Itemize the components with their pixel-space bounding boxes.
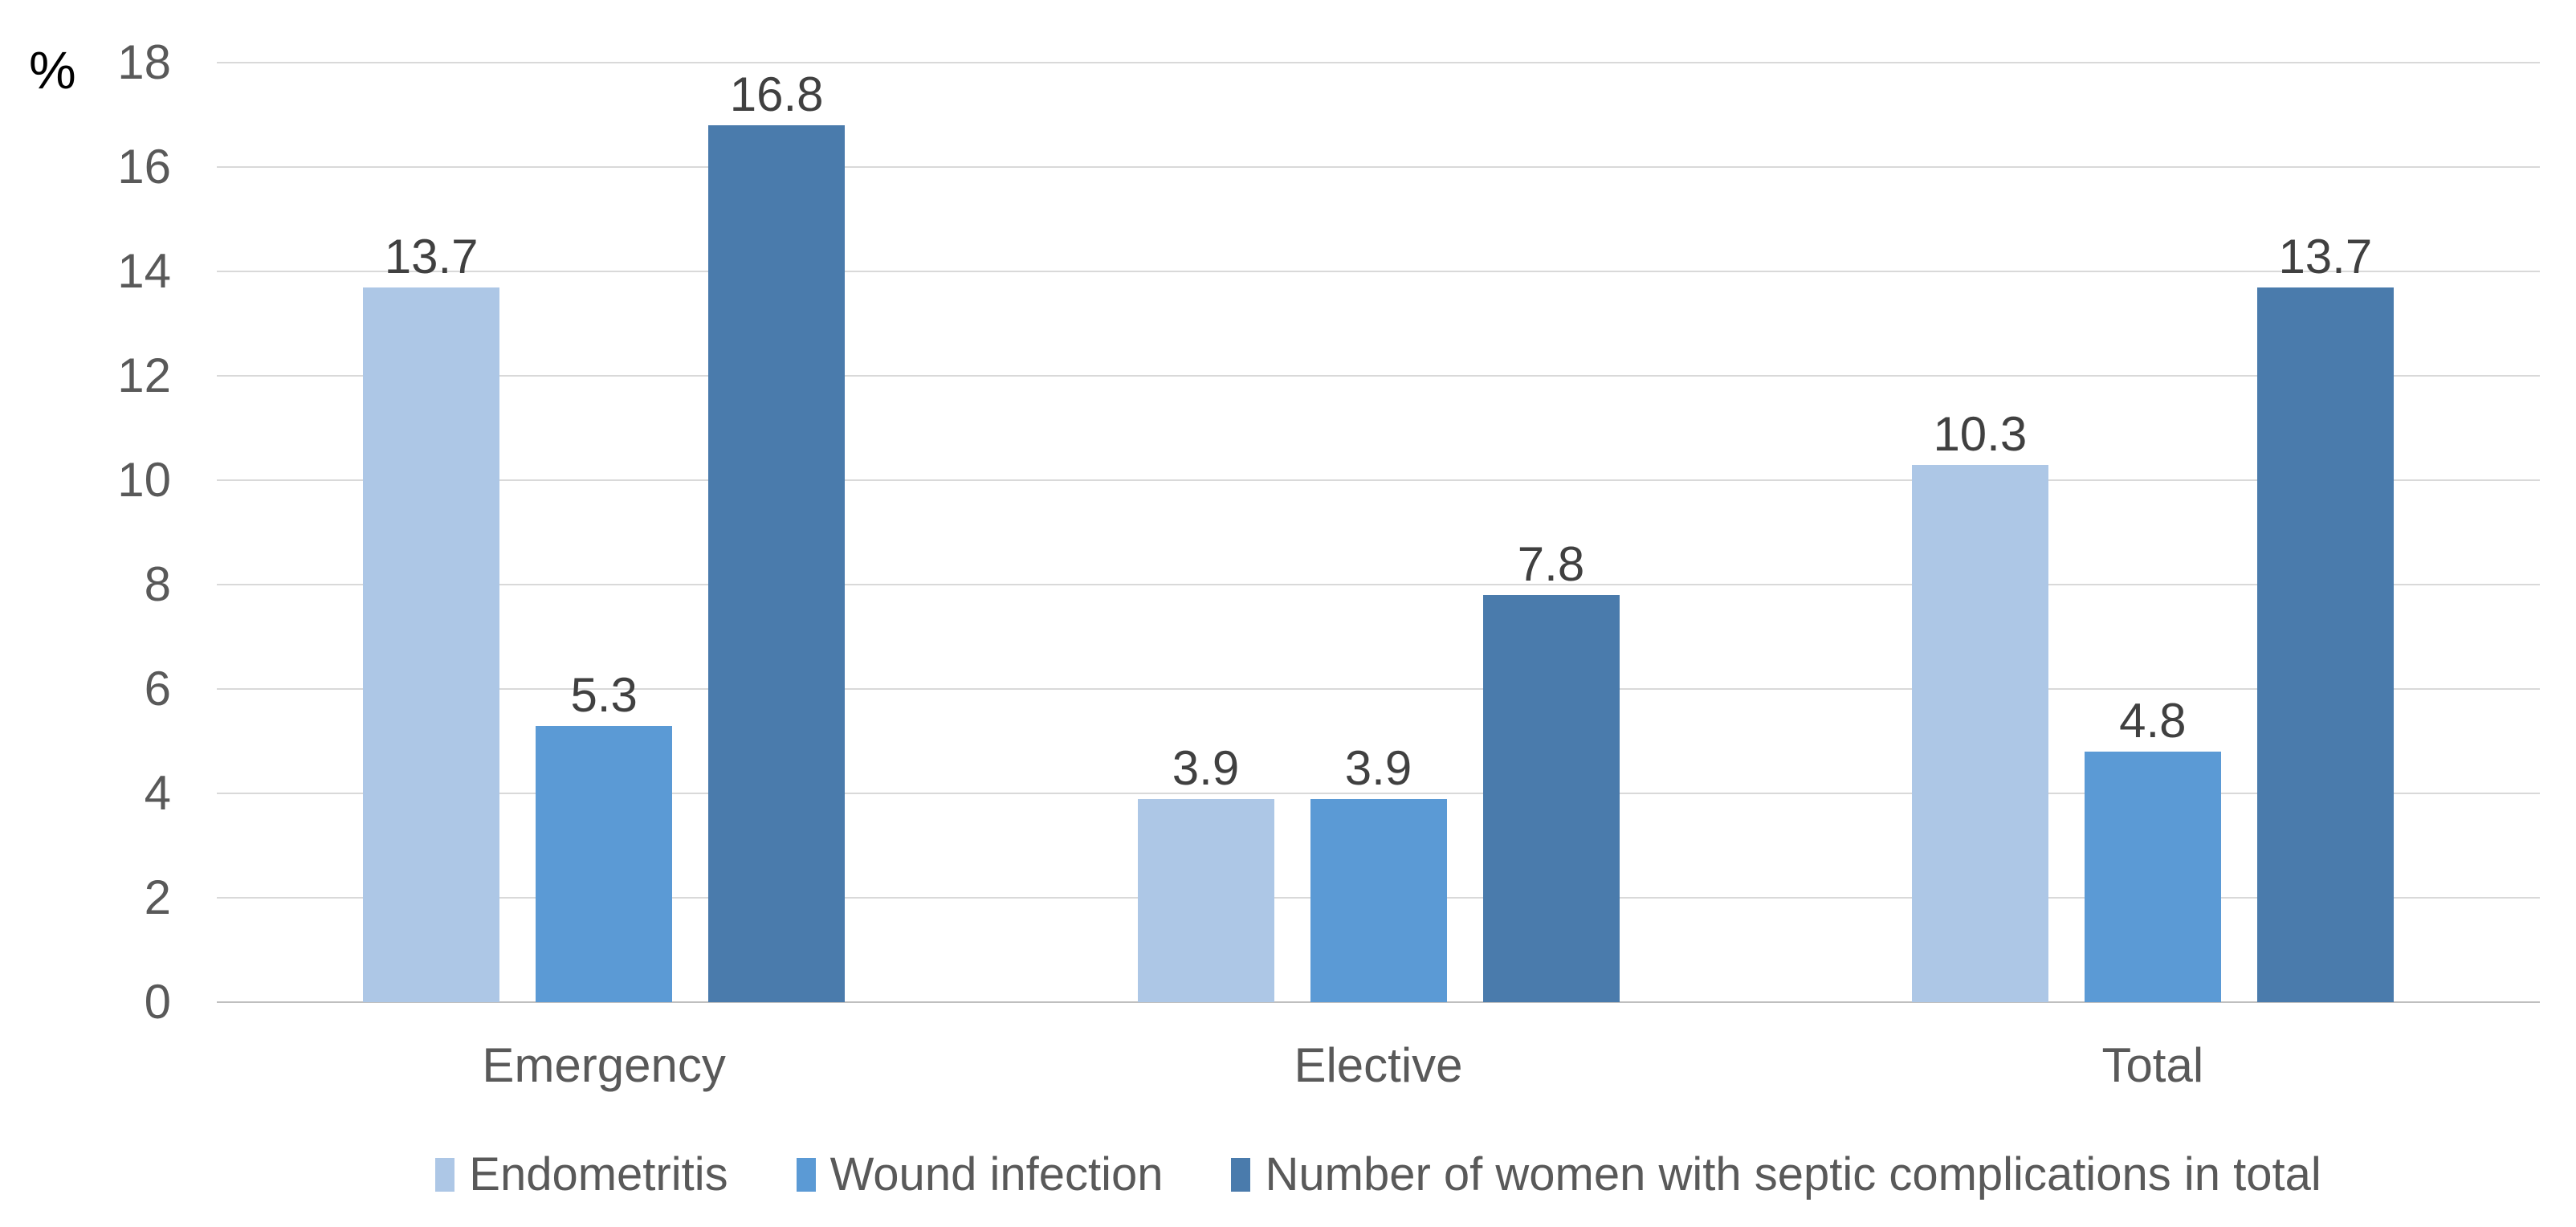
y-tick-label: 18 bbox=[117, 35, 171, 89]
bar-elective-endometritis bbox=[1137, 798, 1274, 1002]
bar-total-septic-complications-total bbox=[2256, 287, 2394, 1002]
gridline bbox=[217, 793, 2540, 794]
y-axis-unit-label: % bbox=[29, 40, 76, 100]
y-tick-label: 8 bbox=[144, 557, 171, 611]
bar-value-label-emergency-septic-complications-total: 16.8 bbox=[729, 67, 824, 121]
bar-elective-septic-complications-total bbox=[1482, 595, 1620, 1002]
gridline bbox=[217, 584, 2540, 585]
bar-total-endometritis bbox=[1911, 464, 2048, 1002]
gridline bbox=[217, 479, 2540, 481]
bar-value-label-elective-endometritis: 3.9 bbox=[1172, 740, 1240, 795]
legend-item-wound-infection: Wound infection bbox=[796, 1148, 1164, 1202]
y-tick-label: 14 bbox=[117, 244, 171, 298]
gridline bbox=[217, 62, 2540, 63]
bar-value-label-elective-septic-complications-total: 7.8 bbox=[1517, 537, 1585, 591]
legend: Endometritis Wound infection Number of wom… bbox=[217, 1139, 2540, 1211]
gridline bbox=[217, 271, 2540, 272]
gridline bbox=[217, 375, 2540, 377]
gridline bbox=[217, 688, 2540, 690]
category-label-emergency: Emergency bbox=[482, 1038, 726, 1092]
y-tick-label: 12 bbox=[117, 349, 171, 402]
category-label-elective: Elective bbox=[1294, 1038, 1463, 1092]
plot-area: 13.7 5.3 16.8 3.9 3.9 7.8 10.3 4.8 13.7 bbox=[217, 62, 2540, 1003]
y-tick-label: 10 bbox=[117, 453, 171, 507]
y-tick-label: 16 bbox=[117, 140, 171, 194]
bar-emergency-septic-complications-total bbox=[708, 125, 846, 1002]
x-axis-line bbox=[217, 1001, 2540, 1003]
category-label-total: Total bbox=[2101, 1038, 2204, 1092]
legend-swatch-wound-infection bbox=[796, 1158, 816, 1192]
legend-label-wound-infection: Wound infection bbox=[829, 1148, 1164, 1201]
legend-swatch-septic-complications-total bbox=[1231, 1158, 1251, 1192]
y-tick-label: 0 bbox=[144, 975, 171, 1029]
legend-label-septic-complications-total: Number of women with septic complication… bbox=[1265, 1148, 2321, 1201]
y-tick-label: 6 bbox=[144, 662, 171, 715]
bar-value-label-emergency-wound-infection: 5.3 bbox=[570, 667, 638, 722]
bar-value-label-elective-wound-infection: 3.9 bbox=[1344, 740, 1412, 795]
y-tick-label: 2 bbox=[144, 870, 171, 924]
legend-item-septic-complications-total: Number of women with septic complication… bbox=[1231, 1148, 2321, 1202]
legend-item-endometritis: Endometritis bbox=[435, 1148, 728, 1202]
bar-value-label-emergency-endometritis: 13.7 bbox=[384, 229, 479, 283]
bar-elective-wound-infection bbox=[1310, 798, 1447, 1002]
bar-total-wound-infection bbox=[2084, 752, 2221, 1002]
legend-label-endometritis: Endometritis bbox=[469, 1148, 728, 1201]
gridline bbox=[217, 166, 2540, 168]
y-tick-label: 4 bbox=[144, 766, 171, 820]
bar-emergency-wound-infection bbox=[536, 725, 673, 1002]
bar-value-label-total-endometritis: 10.3 bbox=[1933, 406, 2028, 461]
bar-emergency-endometritis bbox=[363, 287, 500, 1002]
bar-value-label-total-septic-complications-total: 13.7 bbox=[2278, 229, 2373, 283]
bar-value-label-total-wound-infection: 4.8 bbox=[2119, 694, 2187, 748]
legend-swatch-endometritis bbox=[435, 1158, 455, 1192]
